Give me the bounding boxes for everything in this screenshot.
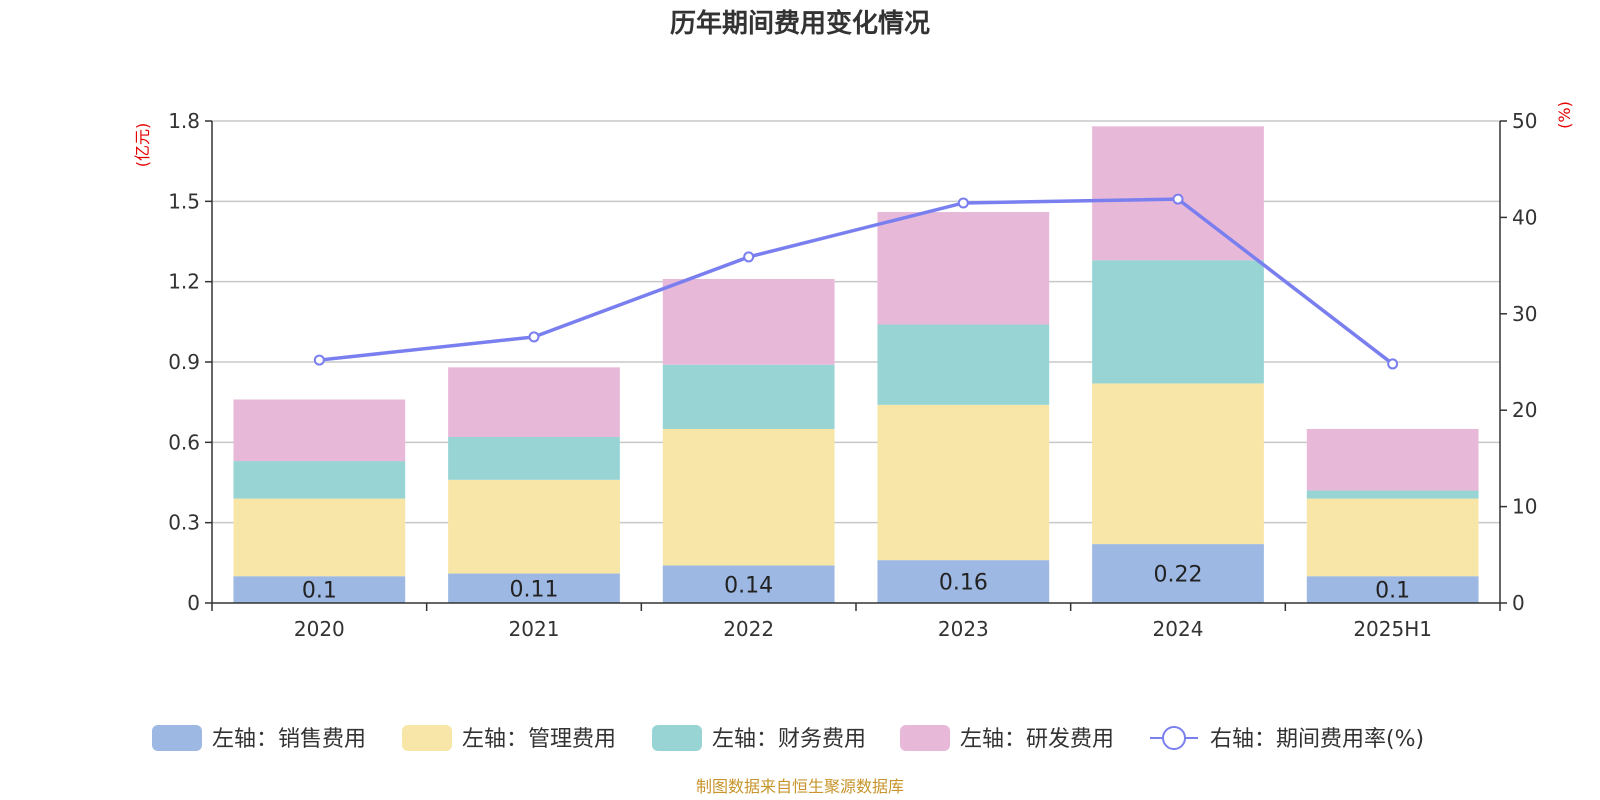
chart-title: 历年期间费用变化情况 [670,8,930,39]
bar-segment-4 [448,367,620,437]
bar-segment-4 [233,399,406,462]
bar-value-label: 0.1 [302,579,337,604]
bar-value-label: 0.14 [724,573,773,598]
bar-segment-3 [448,436,620,480]
right-tick-label: 50 [1512,109,1537,133]
legend-circle-swatch [1162,726,1186,750]
bar-segment-4 [1092,126,1264,261]
bar-segment-4 [1306,428,1479,491]
bar-segment-3 [877,324,1050,405]
x-tick-label: 2021 [509,617,560,641]
bar-segment-1 [1306,576,1479,603]
bar-segment-2 [662,428,835,566]
bar-segment-2 [1306,498,1479,577]
legend-label: 左轴：管理费用 [462,727,616,752]
left-axis-unit: (亿元) [133,123,152,168]
bar-segment-4 [662,278,835,365]
left-tick-label: 0 [187,591,200,615]
legend-label: 左轴：财务费用 [712,727,866,752]
legend-label: 左轴：销售费用 [212,727,366,752]
right-tick-label: 10 [1512,495,1537,519]
rate-point [528,331,540,343]
bar-value-label: 0.1 [1375,579,1410,604]
bar-segment-3 [1306,490,1479,499]
bar-segment-3 [233,461,406,499]
left-tick-label: 0.3 [168,511,200,535]
rate-line [313,193,1399,370]
legend-swatch [652,725,702,751]
legend: 左轴：销售费用 左轴：管理费用 左轴：财务费用 左轴：研发费用 右轴：期间费用率(%) [152,725,1424,752]
rate-point [743,251,755,263]
bar-value-label: 0.22 [1154,563,1203,588]
bar-value-label: 0.11 [510,577,559,602]
x-tick-label: 2023 [938,617,989,641]
bar-segment-1 [233,576,406,603]
bar-value-label: 0.16 [939,571,988,596]
bar-segment-2 [877,404,1050,561]
rate-point [1172,193,1184,205]
bar-segment-3 [662,364,835,429]
right-tick-label: 40 [1512,205,1537,229]
legend-label: 右轴：期间费用率(%) [1210,727,1424,752]
rate-series-line [319,197,1394,366]
left-tick-label: 0.9 [168,350,200,374]
right-tick-label: 20 [1512,398,1537,422]
bar-segment-2 [448,479,620,574]
legend-swatch [900,725,950,751]
bar-segment-1 [1092,544,1264,603]
x-tick-label: 2022 [723,617,774,641]
left-tick-label: 1.2 [168,270,200,294]
legend-swatch [402,725,452,751]
legend-swatch [152,725,202,751]
rate-point [1387,358,1399,370]
bar-segment-3 [1092,260,1264,384]
rate-point [313,354,325,366]
axes: 0 0.3 0.6 0.9 1.2 1.5 1.8 0 10 20 30 40 50 2020 2021 20… [168,109,1537,641]
rate-point [957,197,969,209]
bar-segment-1 [662,565,835,603]
x-tick-label: 2025H1 [1353,617,1432,641]
bar-segment-4 [877,212,1050,325]
grid-lines [212,120,1500,524]
left-tick-label: 1.8 [168,109,200,133]
bar-segment-2 [233,498,406,577]
bar-segment-1 [448,573,620,603]
source-note: 制图数据来自恒生聚源数据库 [696,777,904,796]
x-tick-label: 2024 [1153,617,1204,641]
right-tick-label: 30 [1512,302,1537,326]
left-tick-label: 1.5 [168,189,200,213]
right-axis-unit: (%) [1555,101,1574,129]
bar-segment-2 [1092,383,1264,545]
legend-label: 左轴：研发费用 [960,727,1114,752]
bars: 0.1 0.11 0.14 0.16 0.22 0.1 [233,126,1479,604]
right-tick-label: 0 [1512,591,1525,615]
x-tick-label: 2020 [294,617,345,641]
bar-segment-1 [877,560,1050,603]
left-tick-label: 0.6 [168,430,200,454]
